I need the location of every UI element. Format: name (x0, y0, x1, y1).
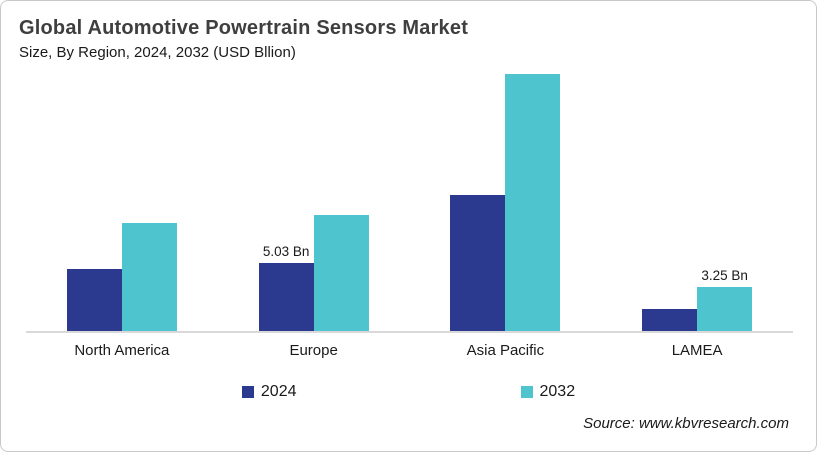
data-label-lamea-2032: 3.25 Bn (701, 268, 748, 283)
bar-group-asia-pacific (410, 61, 602, 331)
legend-entry-2024: 2024 (241, 383, 297, 401)
bar-north-america-2024 (66, 269, 122, 331)
bar-lamea-2032: 3.25 Bn (697, 268, 753, 331)
x-axis-label-north-america: North America (74, 342, 170, 359)
legend-marker-2032 (520, 386, 533, 398)
x-axis-label-lamea: LAMEA (671, 342, 723, 359)
source-credit: Source: www.kbvresearch.com (583, 415, 789, 432)
chart-header: Global Automotive Powertrain Sensors Mar… (19, 16, 468, 62)
plot-area: 5.03 Bn 3.25 Bn (26, 61, 793, 333)
bar-north-america-2032 (121, 223, 177, 331)
bar-lamea-2024 (642, 309, 698, 331)
legend-label-2032: 2032 (539, 383, 576, 400)
chart-subtitle: Size, By Region, 2024, 2032 (USD Bllion) (19, 44, 296, 61)
legend-label-2024: 2024 (260, 383, 297, 400)
x-axis-label-asia-pacific: Asia Pacific (466, 342, 545, 359)
legend-marker-2024 (241, 386, 254, 398)
x-axis-labels: North America Europe Asia Pacific LAMEA (26, 342, 793, 359)
chart-title: Global Automotive Powertrain Sensors Mar… (19, 17, 469, 39)
bar-group-europe: 5.03 Bn (218, 61, 410, 331)
bar-group-north-america (26, 61, 218, 331)
bar-asia-pacific-2032 (505, 74, 561, 331)
bar-group-lamea: 3.25 Bn (601, 61, 793, 331)
legend: 2024 2032 (1, 383, 816, 401)
data-label-europe-2024: 5.03 Bn (262, 244, 310, 259)
bar-europe-2032 (313, 215, 369, 331)
x-axis-label-europe: Europe (289, 342, 338, 359)
bar-europe-2024: 5.03 Bn (258, 244, 314, 331)
bar-asia-pacific-2024 (450, 195, 506, 331)
legend-entry-2032: 2032 (520, 383, 576, 401)
